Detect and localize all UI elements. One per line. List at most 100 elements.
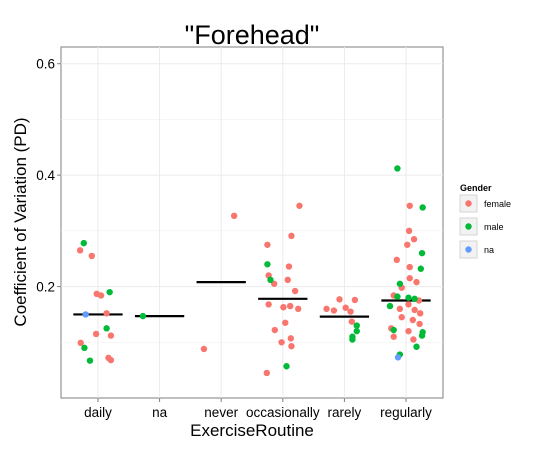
data-point-female <box>396 305 404 313</box>
data-point-female <box>288 232 295 240</box>
data-point-male <box>405 294 412 301</box>
data-point-female <box>398 314 405 321</box>
data-point-female <box>405 301 412 308</box>
data-point-male <box>411 295 418 303</box>
chart-title: "Forehead" <box>185 20 320 50</box>
data-point-male <box>139 312 147 320</box>
data-point-female <box>264 241 271 248</box>
data-point-male <box>417 265 425 272</box>
data-point-female <box>107 356 115 364</box>
legend: Gender female male na <box>459 183 511 259</box>
data-point-female <box>417 310 424 317</box>
data-point-male <box>418 249 426 257</box>
y-axis-title: Coefficient of Variation (PD) <box>11 117 30 326</box>
data-point-female <box>282 319 289 326</box>
data-point-female <box>263 369 270 377</box>
data-point-female <box>291 287 299 295</box>
data-point-female <box>76 247 84 254</box>
data-point-female <box>103 310 110 317</box>
data-point-male <box>349 336 356 343</box>
data-point-na <box>82 311 89 318</box>
data-point-female <box>88 252 96 260</box>
data-points <box>76 165 426 377</box>
data-point-male <box>81 344 88 352</box>
median-lines <box>73 281 431 318</box>
x-tick-label: occasionally <box>246 405 320 420</box>
data-point-female <box>410 336 417 343</box>
data-point-male <box>106 288 113 296</box>
legend-label: na <box>484 245 494 255</box>
data-point-female <box>288 342 295 350</box>
data-point-female <box>230 212 238 220</box>
data-point-female <box>390 333 397 340</box>
data-point-female <box>296 202 303 209</box>
data-point-male <box>86 357 94 364</box>
data-point-female <box>351 296 359 304</box>
data-point-female <box>413 278 420 286</box>
legend-title: Gender <box>460 183 492 193</box>
data-point-female <box>406 202 413 209</box>
data-point-male <box>413 343 420 350</box>
data-point-female <box>342 304 349 311</box>
data-point-na <box>394 354 402 361</box>
data-point-male <box>394 293 401 300</box>
data-point-female <box>77 339 84 347</box>
data-point-female <box>284 276 291 284</box>
data-point-male <box>419 204 426 211</box>
legend-label: male <box>484 222 504 232</box>
y-tick-label: 0.6 <box>36 57 55 72</box>
data-point-male <box>390 326 397 334</box>
x-tick-label: na <box>152 405 168 420</box>
data-point-male <box>353 322 360 329</box>
data-point-female <box>348 318 356 325</box>
data-point-female <box>416 320 423 328</box>
x-tick-label: daily <box>84 405 112 420</box>
x-tick-label: rarely <box>328 405 362 420</box>
legend-marker <box>465 200 472 207</box>
data-point-female <box>411 306 418 314</box>
data-point-female <box>406 275 413 282</box>
data-point-female <box>97 292 105 299</box>
x-axis: daily na never occasionally rarely regularly <box>84 398 432 420</box>
y-axis: 0.2 0.4 0.6 <box>36 57 61 295</box>
data-point-female <box>107 332 115 339</box>
legend-marker <box>465 246 472 253</box>
data-point-female <box>278 339 285 346</box>
x-tick-label: never <box>204 405 238 420</box>
data-point-female <box>410 236 418 243</box>
x-tick-label: regularly <box>380 405 432 420</box>
data-point-male <box>396 280 404 287</box>
data-point-female <box>406 263 413 271</box>
data-point-female <box>287 302 294 310</box>
data-point-female <box>265 301 272 308</box>
data-point-female <box>285 263 293 270</box>
data-point-female <box>405 227 413 235</box>
x-axis-title: ExerciseRoutine <box>190 421 314 440</box>
data-point-female <box>295 305 302 313</box>
data-point-female <box>92 330 100 338</box>
data-point-male <box>353 327 360 335</box>
data-point-female <box>200 345 208 353</box>
data-point-female <box>330 307 338 314</box>
data-point-male <box>386 302 394 310</box>
data-point-male <box>267 276 274 284</box>
data-point-male <box>103 325 110 332</box>
data-point-female <box>323 305 330 313</box>
y-tick-label: 0.2 <box>36 280 55 295</box>
data-point-male <box>264 261 271 268</box>
data-point-female <box>336 296 343 303</box>
data-point-female <box>393 256 400 264</box>
data-point-male <box>283 363 290 370</box>
data-point-female <box>271 326 278 334</box>
data-point-male <box>418 332 426 339</box>
data-point-male <box>80 239 87 247</box>
y-tick-label: 0.4 <box>36 168 55 183</box>
legend-label: female <box>484 199 511 209</box>
plot-panel <box>60 46 444 399</box>
data-point-female <box>280 303 287 311</box>
data-point-female <box>404 241 411 248</box>
data-point-female <box>409 316 417 324</box>
data-point-female <box>405 327 412 335</box>
legend-marker <box>465 223 472 230</box>
